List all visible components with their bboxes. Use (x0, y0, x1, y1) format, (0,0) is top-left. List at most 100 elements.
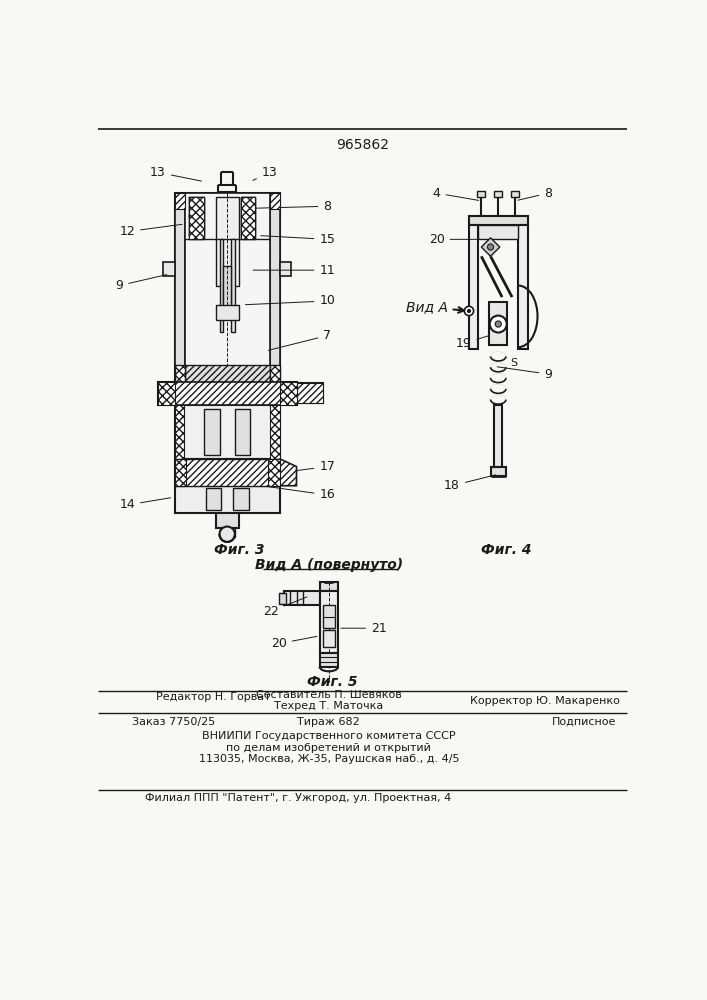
Bar (219, 528, 235, 537)
Bar (279, 262, 291, 276)
Bar (163, 262, 175, 276)
Bar (322, 605, 335, 628)
Text: по делам изобретений и открытий: по делам изобретений и открытий (226, 743, 431, 753)
Text: 13: 13 (253, 166, 277, 180)
Bar (269, 193, 279, 209)
Bar (279, 382, 296, 405)
Text: 12: 12 (119, 224, 182, 238)
Circle shape (487, 244, 493, 250)
Text: 16: 16 (264, 486, 335, 501)
Text: ВНИИПИ Государственного комитета СССР: ВНИИПИ Государственного комитета СССР (202, 731, 455, 741)
Bar (258, 193, 269, 209)
Bar (216, 305, 239, 320)
Bar (320, 653, 338, 667)
Bar (269, 193, 279, 382)
Text: Заказ 7750/25: Заказ 7750/25 (132, 717, 216, 727)
Bar (518, 225, 527, 349)
Bar (175, 405, 184, 459)
Text: Вид А: Вид А (406, 300, 464, 314)
Text: 18: 18 (444, 475, 496, 492)
Bar (158, 382, 175, 405)
Bar (296, 383, 324, 403)
Bar (175, 459, 187, 486)
Text: Тираж 682: Тираж 682 (298, 717, 361, 727)
Polygon shape (279, 459, 296, 486)
Circle shape (219, 527, 235, 542)
Text: 19: 19 (456, 333, 499, 350)
Bar (268, 459, 279, 486)
Bar (320, 582, 338, 591)
Bar (185, 193, 197, 209)
Bar (216, 513, 239, 528)
Circle shape (495, 321, 501, 327)
Bar (175, 459, 279, 486)
Bar (296, 383, 324, 403)
Text: 8: 8 (518, 187, 552, 200)
Text: Подписное: Подписное (552, 717, 617, 727)
Text: 965862: 965862 (337, 138, 390, 152)
Bar (320, 591, 338, 653)
Bar (477, 191, 485, 197)
Bar (322, 630, 335, 647)
Circle shape (464, 306, 474, 316)
Bar (235, 409, 250, 455)
Text: 21: 21 (341, 622, 387, 635)
Bar (241, 216, 255, 235)
Text: 20: 20 (428, 233, 480, 246)
Bar (269, 365, 279, 382)
Text: 17: 17 (272, 460, 335, 474)
Bar (469, 216, 527, 225)
Bar (175, 193, 185, 209)
Bar (511, 191, 519, 197)
Text: 113035, Москва, Ж-35, Раушская наб., д. 4/5: 113035, Москва, Ж-35, Раушская наб., д. … (199, 754, 459, 764)
Bar (185, 193, 269, 382)
Text: Фиг. 4: Фиг. 4 (481, 543, 531, 557)
Bar (189, 197, 204, 239)
Text: 11: 11 (253, 264, 335, 277)
Polygon shape (481, 238, 500, 256)
Bar (279, 593, 286, 604)
Text: Вид А (повернуто): Вид А (повернуто) (255, 558, 403, 572)
Bar (189, 197, 204, 216)
Bar (494, 191, 502, 197)
Text: Редактор Н. Горват: Редактор Н. Горват (156, 692, 270, 702)
Bar (189, 197, 204, 239)
Bar (216, 197, 239, 286)
Bar (241, 197, 255, 216)
Bar (204, 409, 219, 455)
Bar (241, 197, 255, 239)
Bar (223, 266, 231, 312)
Text: 20: 20 (271, 636, 317, 650)
Text: 14: 14 (119, 498, 170, 512)
Text: 22: 22 (263, 597, 307, 618)
Text: 7: 7 (269, 329, 332, 350)
Bar (489, 302, 508, 345)
Bar (175, 405, 279, 459)
Bar (158, 382, 296, 405)
Text: Корректор Ю. Макаренко: Корректор Ю. Макаренко (469, 696, 619, 706)
Text: Филиал ППП "Патент", г. Ужгород, ул. Проектная, 4: Филиал ППП "Патент", г. Ужгород, ул. Про… (145, 793, 451, 803)
Bar (241, 197, 255, 239)
Bar (478, 225, 518, 239)
Text: Техред Т. Маточка: Техред Т. Маточка (274, 701, 383, 711)
Text: 9: 9 (497, 367, 552, 381)
Circle shape (467, 309, 471, 312)
Bar (219, 239, 223, 332)
Text: 10: 10 (245, 294, 335, 307)
Text: 15: 15 (261, 233, 335, 246)
Bar (469, 225, 478, 349)
Bar (231, 239, 235, 332)
Text: 9: 9 (115, 275, 167, 292)
Text: 8: 8 (245, 200, 332, 213)
Bar (189, 216, 204, 235)
Bar (233, 488, 249, 510)
Circle shape (490, 316, 507, 333)
Bar (494, 405, 502, 467)
Text: 4: 4 (433, 187, 479, 200)
Bar (175, 193, 185, 382)
Text: S: S (510, 358, 518, 368)
Text: Фиг. 5: Фиг. 5 (308, 675, 358, 689)
Bar (491, 466, 506, 476)
Bar (175, 193, 279, 209)
Bar (206, 488, 221, 510)
